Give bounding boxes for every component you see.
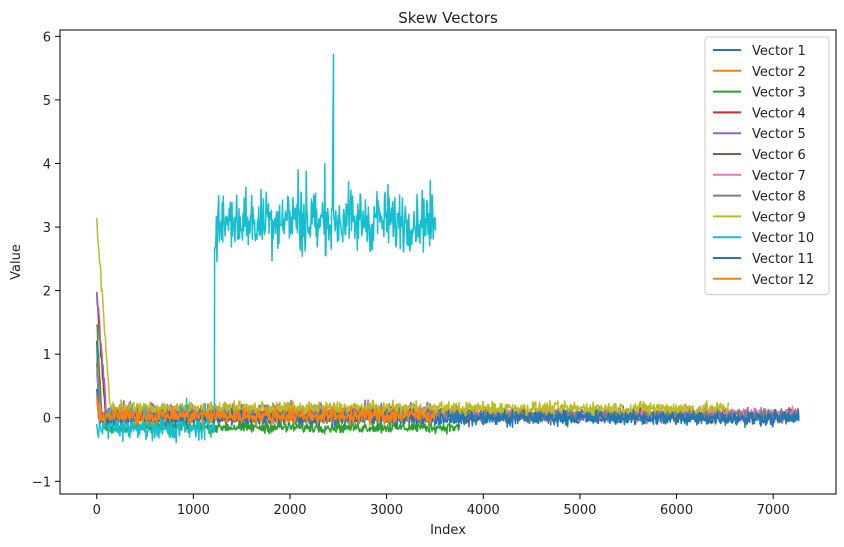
legend-label: Vector 1 [752,44,806,59]
x-tick-label: 7000 [757,503,790,518]
plot-area [95,53,800,444]
legend-label: Vector 6 [752,148,806,163]
legend-label: Vector 12 [752,273,814,288]
x-axis-label: Index [430,523,466,538]
legend-label: Vector 2 [752,65,806,80]
x-tick-label: 1000 [177,503,210,518]
y-tick-label: −1 [32,475,51,490]
legend: Vector 1 Vector 2 Vector 3 Vector 4 Vector 5… [704,36,830,296]
x-tick-label: 0 [93,503,101,518]
legend-label: Vector 5 [752,127,806,142]
legend-label: Vector 11 [752,252,814,267]
legend-label: Vector 7 [752,169,806,184]
y-axis-label: Value [9,244,24,280]
x-axis: 0 1000 2000 3000 4000 5000 6000 7000 [93,494,790,518]
legend-label: Vector 10 [752,231,814,246]
y-tick-label: 1 [43,348,51,363]
series-line-9 [95,217,730,419]
legend-label: Vector 9 [752,210,806,225]
legend-box [704,36,830,296]
legend-label: Vector 8 [752,190,806,205]
series-line-11 [95,389,800,428]
series-line-12 [95,395,436,427]
legend-label: Vector 3 [752,86,806,101]
x-tick-label: 5000 [563,503,596,518]
y-tick-label: 3 [43,221,51,236]
x-tick-label: 6000 [660,503,693,518]
x-tick-label: 3000 [370,503,403,518]
y-tick-label: 2 [43,285,51,300]
y-tick-label: 0 [43,412,51,427]
y-tick-label: 4 [43,157,51,172]
legend-label: Vector 4 [752,106,806,121]
chart-title: Skew Vectors [398,9,498,27]
y-tick-label: 5 [43,94,51,109]
y-axis: −1 0 1 2 3 4 5 6 [32,30,60,490]
x-tick-label: 4000 [467,503,500,518]
axes-frame [59,29,837,495]
x-tick-label: 2000 [273,503,306,518]
y-tick-label: 6 [43,30,51,45]
